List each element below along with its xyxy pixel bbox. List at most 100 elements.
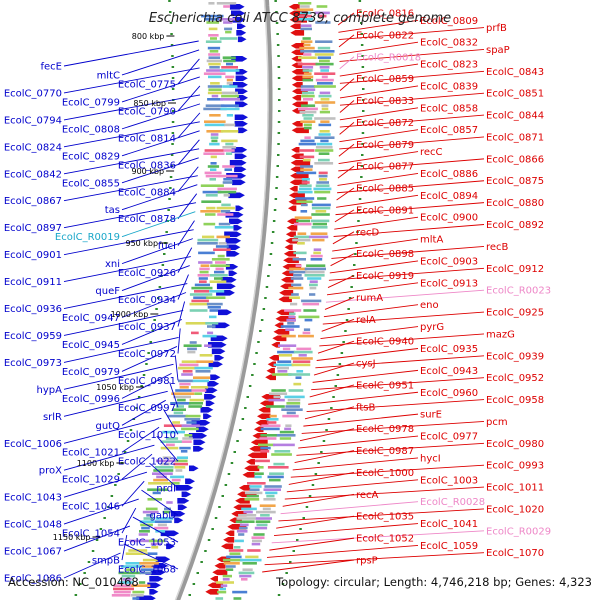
guide-ring-dot [361, 121, 365, 123]
cog-feature-block [183, 344, 202, 347]
cog-feature-block [256, 510, 276, 514]
cog-feature-block [209, 66, 220, 69]
right-gene-label: hycI [420, 453, 441, 464]
cog-feature-block [208, 34, 219, 37]
left-label-connector [63, 498, 139, 525]
cog-feature-block [293, 251, 307, 255]
cog-feature-block [311, 206, 331, 210]
cog-feature-block [284, 309, 302, 312]
left-label-connector [177, 112, 201, 139]
right-label-connector [336, 187, 355, 201]
reverse-gene-arrow [290, 173, 309, 179]
forward-gene-arrow [204, 387, 218, 394]
forward-gene-arrow [207, 381, 220, 387]
cog-feature-block [314, 136, 335, 139]
left-gene-label: EcolC_0901 [4, 250, 62, 261]
cog-feature-block [285, 328, 295, 331]
guide-ring-dot [257, 341, 260, 343]
cog-feature-block [297, 232, 307, 235]
right-label-connector [337, 173, 419, 186]
cog-feature-block [309, 280, 318, 283]
cog-feature-block [221, 91, 238, 95]
guide-ring-dot [149, 341, 152, 343]
cog-feature-block [287, 322, 295, 325]
cog-feature-block [296, 219, 311, 223]
cog-feature-block [289, 270, 307, 274]
cog-feature-block [188, 405, 203, 408]
cog-feature-block [236, 517, 256, 520]
reverse-gene-arrow [238, 485, 251, 491]
reverse-gene-arrow [291, 121, 303, 127]
cog-feature-block [125, 562, 141, 565]
guide-ring-dot [361, 143, 364, 145]
forward-gene-arrow [234, 114, 248, 121]
cog-feature-block [220, 584, 228, 587]
cog-feature-block [209, 142, 220, 146]
cog-feature-block [263, 488, 281, 491]
cog-feature-block [203, 222, 216, 226]
guide-ring-dot [275, 22, 279, 24]
guide-ring-dot [360, 33, 363, 35]
cog-feature-block [234, 539, 244, 543]
cog-feature-block [218, 222, 231, 226]
cog-feature-block [219, 69, 240, 72]
cog-feature-block [216, 235, 230, 239]
guide-ring-dot [230, 462, 234, 464]
cog-feature-block [182, 437, 193, 440]
guide-ring-dot [169, 176, 173, 178]
right-gene-label: EcolC_0925 [486, 308, 544, 319]
cog-feature-block [296, 200, 313, 203]
cog-feature-block [176, 456, 188, 459]
guide-ring-dot [170, 165, 173, 167]
guide-ring-dot [317, 462, 320, 464]
guide-ring-dot [241, 418, 245, 420]
cog-feature-block [268, 392, 288, 395]
cog-feature-block [249, 488, 260, 491]
reverse-gene-arrow [286, 225, 298, 231]
forward-gene-arrow [229, 160, 247, 166]
cog-feature-block [319, 178, 327, 181]
cog-feature-block [247, 549, 261, 552]
right-gene-label: EcolC_1035 [356, 512, 414, 523]
right-gene-label: EcolC_0816 [356, 9, 414, 20]
guide-ring-dot [285, 572, 288, 574]
right-label-connector [290, 464, 485, 478]
left-gene-label: EcolC_0799 [62, 97, 120, 108]
genome-title: Escherichia coli ATCC 8739, complete gen… [149, 11, 451, 26]
cog-feature-block [259, 437, 277, 440]
right-gene-label: recD [356, 227, 380, 238]
guide-ring-dot [277, 132, 281, 134]
right-label-connector [316, 348, 419, 361]
cog-feature-block [211, 258, 230, 261]
cog-feature-block [139, 571, 152, 575]
cog-feature-block [318, 123, 332, 127]
right-gene-label: EcolC_0913 [420, 278, 478, 289]
cog-feature-block [303, 126, 312, 130]
guide-ring-dot [325, 429, 328, 431]
cog-feature-block [143, 517, 154, 520]
cog-feature-block [179, 382, 191, 386]
cog-feature-block [208, 75, 222, 79]
reverse-gene-arrow [290, 30, 305, 36]
guide-ring-dot [207, 539, 211, 541]
cog-feature-block [303, 43, 311, 47]
cog-feature-block [302, 37, 311, 40]
cog-feature-block [139, 562, 159, 565]
cog-feature-block [277, 360, 292, 363]
cog-feature-block [184, 418, 201, 421]
left-label-connector [121, 345, 178, 372]
cog-feature-block [310, 232, 328, 235]
cog-feature-block [291, 363, 311, 367]
cog-feature-block [225, 142, 234, 146]
cog-feature-block [197, 274, 210, 277]
cog-feature-block [129, 539, 153, 543]
right-gene-label: EcolC_0980 [486, 439, 544, 450]
right-gene-label: EcolC_R0029 [486, 526, 551, 537]
cog-feature-block [189, 309, 208, 312]
cog-feature-block [208, 62, 221, 66]
guide-ring-dot [233, 451, 236, 453]
cog-feature-block [319, 130, 330, 133]
cog-feature-block [204, 344, 212, 347]
cog-feature-block [297, 62, 318, 66]
cog-feature-block [293, 382, 302, 386]
